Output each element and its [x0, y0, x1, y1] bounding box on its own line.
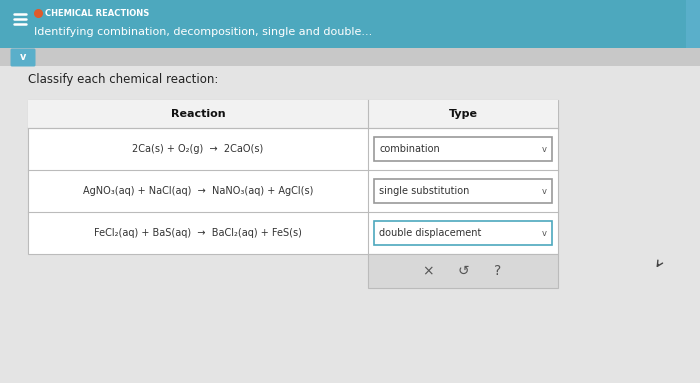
Text: v: v: [542, 187, 547, 195]
Text: v: v: [542, 144, 547, 154]
Text: CHEMICAL REACTIONS: CHEMICAL REACTIONS: [45, 8, 149, 18]
Bar: [686, 0, 700, 48]
FancyBboxPatch shape: [374, 221, 552, 245]
Text: ?: ?: [494, 264, 502, 278]
Text: AgNO₃(aq) + NaCl(aq)  →  NaNO₃(aq) + AgCl(s): AgNO₃(aq) + NaCl(aq) → NaNO₃(aq) + AgCl(…: [83, 186, 313, 196]
Text: combination: combination: [379, 144, 440, 154]
Bar: [28, 100, 558, 254]
Text: double displacement: double displacement: [379, 228, 482, 238]
Text: ×: ×: [422, 264, 434, 278]
Text: ↺: ↺: [457, 264, 469, 278]
Text: Classify each chemical reaction:: Classify each chemical reaction:: [28, 74, 218, 87]
Bar: [28, 100, 558, 128]
Bar: [368, 254, 558, 288]
Bar: [0, 48, 700, 66]
Text: v: v: [542, 229, 547, 237]
Bar: [0, 66, 700, 383]
Text: Identifying combination, decomposition, single and double...: Identifying combination, decomposition, …: [34, 27, 372, 37]
FancyBboxPatch shape: [10, 49, 36, 67]
Text: single substitution: single substitution: [379, 186, 470, 196]
FancyBboxPatch shape: [374, 179, 552, 203]
Text: v: v: [20, 52, 26, 62]
FancyBboxPatch shape: [374, 137, 552, 161]
Bar: [0, 0, 700, 48]
Text: FeCl₂(aq) + BaS(aq)  →  BaCl₂(aq) + FeS(s): FeCl₂(aq) + BaS(aq) → BaCl₂(aq) + FeS(s): [94, 228, 302, 238]
Text: Reaction: Reaction: [171, 109, 225, 119]
Text: Type: Type: [449, 109, 477, 119]
Text: 2Ca(s) + O₂(g)  →  2CaO(s): 2Ca(s) + O₂(g) → 2CaO(s): [132, 144, 264, 154]
